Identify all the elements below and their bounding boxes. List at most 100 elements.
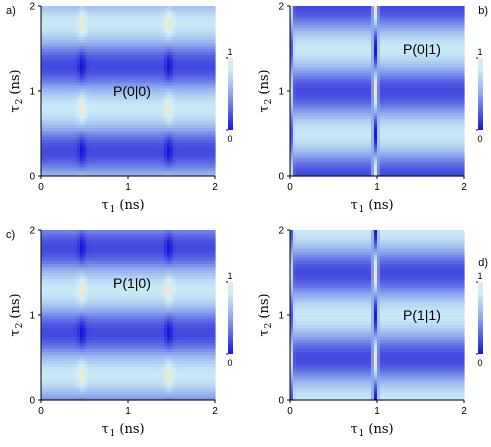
heatmap-cell [146,94,150,98]
heatmap-cell [95,84,99,89]
heatmap-cell [176,75,180,80]
heatmap-cell [194,115,198,119]
heatmap-cell [44,142,48,147]
heatmap-cell [203,75,207,80]
heatmap-cell [107,142,111,147]
heatmap-cell [143,118,147,122]
heatmap-cell [86,45,90,50]
heatmap-cell [179,91,183,95]
heatmap-cell [155,81,159,86]
heatmap-cell [98,118,102,122]
heatmap-cell [116,63,120,68]
heatmap-cell [44,84,48,89]
heatmap-cell [74,103,78,107]
heatmap-cell [197,24,201,28]
heatmap-cell [155,136,159,141]
heatmap-cell [62,118,66,122]
heatmap-cell [185,106,189,110]
heatmap-cell [182,169,186,174]
heatmap-cell [53,94,57,98]
heatmap-cell [167,157,171,162]
heatmap-cell [134,103,138,107]
heatmap-cell [134,45,138,50]
heatmap-cell [176,97,180,101]
heatmap-cell [44,148,48,153]
heatmap-cell [137,36,141,40]
heatmap-cell [194,151,198,156]
heatmap-cell [146,51,150,56]
heatmap-cell [53,81,57,86]
heatmap-cell [56,160,60,165]
heatmap-cell [95,57,99,62]
heatmap-cell [155,163,159,168]
heatmap-cell [131,127,135,132]
heatmap-cell [137,157,141,162]
heatmap-cell [155,97,159,101]
heatmap-cell [188,87,192,92]
heatmap-cell [158,163,162,168]
heatmap-cell [137,57,141,62]
heatmap-cell [170,42,174,47]
heatmap-cell [65,51,69,56]
heatmap-cell [68,30,72,34]
heatmap-cell [74,115,78,119]
heatmap-cell [155,15,159,19]
heatmap-cell [71,60,75,65]
heatmap-cell [104,151,108,156]
heatmap-cell [131,91,135,95]
heatmap-cell [143,112,147,116]
heatmap-cell [77,66,81,71]
heatmap-cell [50,133,54,138]
heatmap-cell [137,124,141,129]
heatmap-cell [83,118,87,122]
heatmap-cell [86,103,90,107]
heatmap-cell [80,124,84,129]
heatmap-cell [149,69,153,74]
heatmap-cell [179,115,183,119]
heatmap-cell [203,39,207,44]
heatmap-cell [191,45,195,50]
heatmap-cell [149,84,153,89]
heatmap-cell [173,169,177,174]
heatmap-cell [131,48,135,53]
heatmap-cell [149,109,153,113]
heatmap-cell [146,6,150,10]
heatmap-cell [122,69,126,74]
heatmap-cell [50,172,54,177]
heatmap-cell [128,72,132,77]
heatmap-cell [47,42,51,47]
heatmap-cell [164,36,168,40]
heatmap-cell [170,169,174,174]
heatmap-cell [140,30,144,34]
heatmap-cell [74,6,78,10]
heatmap-cell [209,133,213,138]
heatmap-cell [140,48,144,53]
heatmap-cell [116,6,120,10]
heatmap-cell [209,115,213,119]
heatmap-cell [59,81,63,86]
heatmap-cell [176,21,180,25]
heatmap-cell [188,127,192,132]
heatmap-cell [176,91,180,95]
heatmap-cell [209,151,213,156]
heatmap-cell [116,121,120,125]
heatmap-cell [125,24,129,28]
heatmap-cell [116,136,120,141]
heatmap-cell [56,33,60,37]
heatmap-cell [128,21,132,25]
heatmap-cell [56,87,60,92]
heatmap-cell [161,69,165,74]
heatmap-cell [182,148,186,153]
heatmap-cell [206,97,210,101]
heatmap-cell [98,169,102,174]
heatmap-cell [203,112,207,116]
heatmap-cell [200,63,204,68]
heatmap-cell [140,15,144,19]
heatmap-cell [89,103,93,107]
heatmap-cell [110,142,114,147]
heatmap-cell [71,100,75,104]
heatmap-cell [206,136,210,141]
heatmap-cell [95,112,99,116]
heatmap-cell [113,91,117,95]
